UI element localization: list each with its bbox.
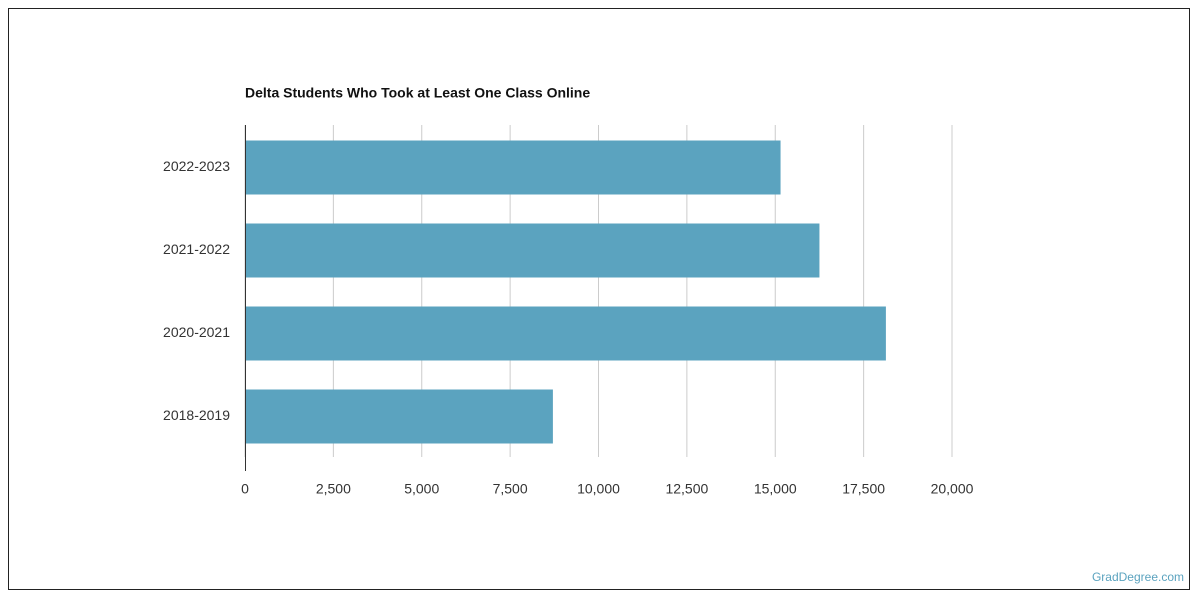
x-tick-label: 10,000 [577,481,620,497]
bar [245,306,886,361]
y-tick-label: 2022-2023 [163,158,230,174]
x-tick-label: 7,500 [493,481,528,497]
chart-title: Delta Students Who Took at Least One Cla… [245,85,590,101]
x-tick-label: 15,000 [754,481,797,497]
bar [245,389,553,444]
x-tick-label: 2,500 [316,481,351,497]
y-tick-label: 2020-2021 [163,324,230,340]
x-tick-label: 12,500 [665,481,708,497]
y-tick-label: 2021-2022 [163,241,230,257]
bar [245,223,820,278]
watermark[interactable]: GradDegree.com [1092,570,1184,584]
y-tick-label: 2018-2019 [163,407,230,423]
x-tick-label: 17,500 [842,481,885,497]
x-tick-label: 0 [241,481,249,497]
bar [245,140,781,195]
x-tick-label: 5,000 [404,481,439,497]
x-tick-label: 20,000 [931,481,974,497]
